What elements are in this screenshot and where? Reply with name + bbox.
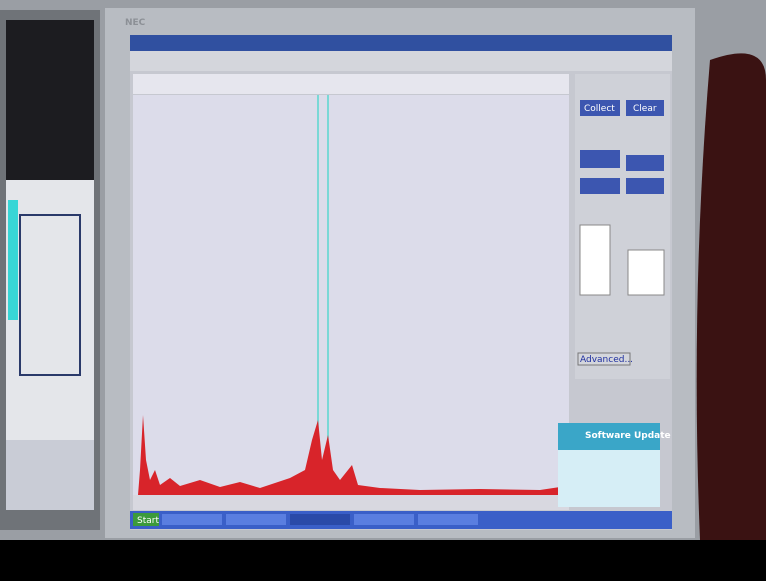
collect-label: Collect (584, 104, 615, 114)
popup-title: Software Update (585, 431, 671, 441)
monitor-brand: NEC (125, 18, 146, 28)
left-schematic (8, 200, 18, 320)
letterbox (0, 540, 766, 577)
peak-list[interactable] (628, 250, 664, 295)
document-header (133, 74, 569, 94)
panel-button[interactable] (580, 150, 620, 168)
task-button[interactable] (226, 514, 286, 525)
x-axis-strip (133, 495, 569, 510)
toolbar (130, 51, 672, 71)
task-button[interactable] (290, 514, 350, 525)
page: NEC Collect Clear Advanced... Software U… (0, 0, 766, 577)
element-list[interactable] (580, 225, 610, 295)
clear-label: Clear (633, 104, 657, 114)
chair (697, 53, 766, 540)
start-label: Start (137, 516, 159, 526)
left-monitor-dark (6, 20, 94, 180)
spectrum-plot (133, 95, 569, 495)
advanced-label: Advanced... (580, 355, 633, 365)
photo: NEC Collect Clear Advanced... Software U… (0, 0, 766, 577)
panel-button[interactable] (626, 178, 664, 194)
panel-button[interactable] (626, 155, 664, 171)
title-bar (130, 35, 672, 51)
panel-button[interactable] (580, 178, 620, 194)
task-button[interactable] (418, 514, 478, 525)
task-button[interactable] (162, 514, 222, 525)
popup-body (558, 450, 660, 507)
task-button[interactable] (354, 514, 414, 525)
left-readout (6, 440, 94, 510)
